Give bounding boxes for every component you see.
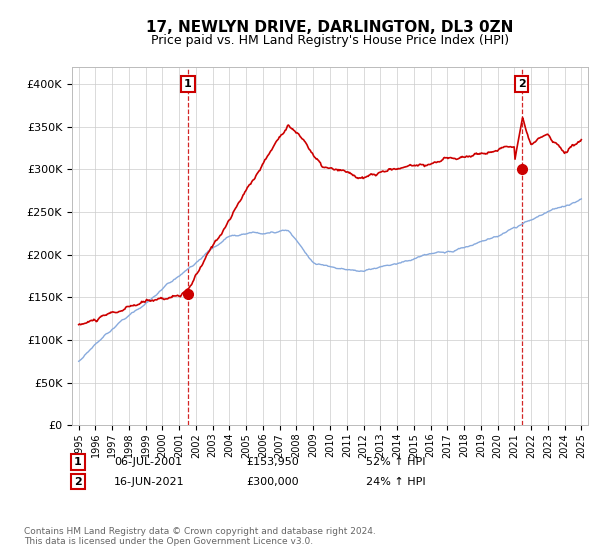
Text: 06-JUL-2001: 06-JUL-2001 <box>114 457 182 467</box>
Text: Price paid vs. HM Land Registry's House Price Index (HPI): Price paid vs. HM Land Registry's House … <box>151 34 509 46</box>
Text: £300,000: £300,000 <box>246 477 299 487</box>
Text: 52% ↑ HPI: 52% ↑ HPI <box>366 457 425 467</box>
Text: 1: 1 <box>74 457 82 467</box>
Text: 1: 1 <box>184 80 192 89</box>
Text: 24% ↑ HPI: 24% ↑ HPI <box>366 477 425 487</box>
Text: 2: 2 <box>518 80 526 89</box>
Text: 16-JUN-2021: 16-JUN-2021 <box>114 477 185 487</box>
Text: 17, NEWLYN DRIVE, DARLINGTON, DL3 0ZN: 17, NEWLYN DRIVE, DARLINGTON, DL3 0ZN <box>146 20 514 35</box>
Text: £153,950: £153,950 <box>246 457 299 467</box>
Text: Contains HM Land Registry data © Crown copyright and database right 2024.
This d: Contains HM Land Registry data © Crown c… <box>24 526 376 546</box>
Text: 2: 2 <box>74 477 82 487</box>
